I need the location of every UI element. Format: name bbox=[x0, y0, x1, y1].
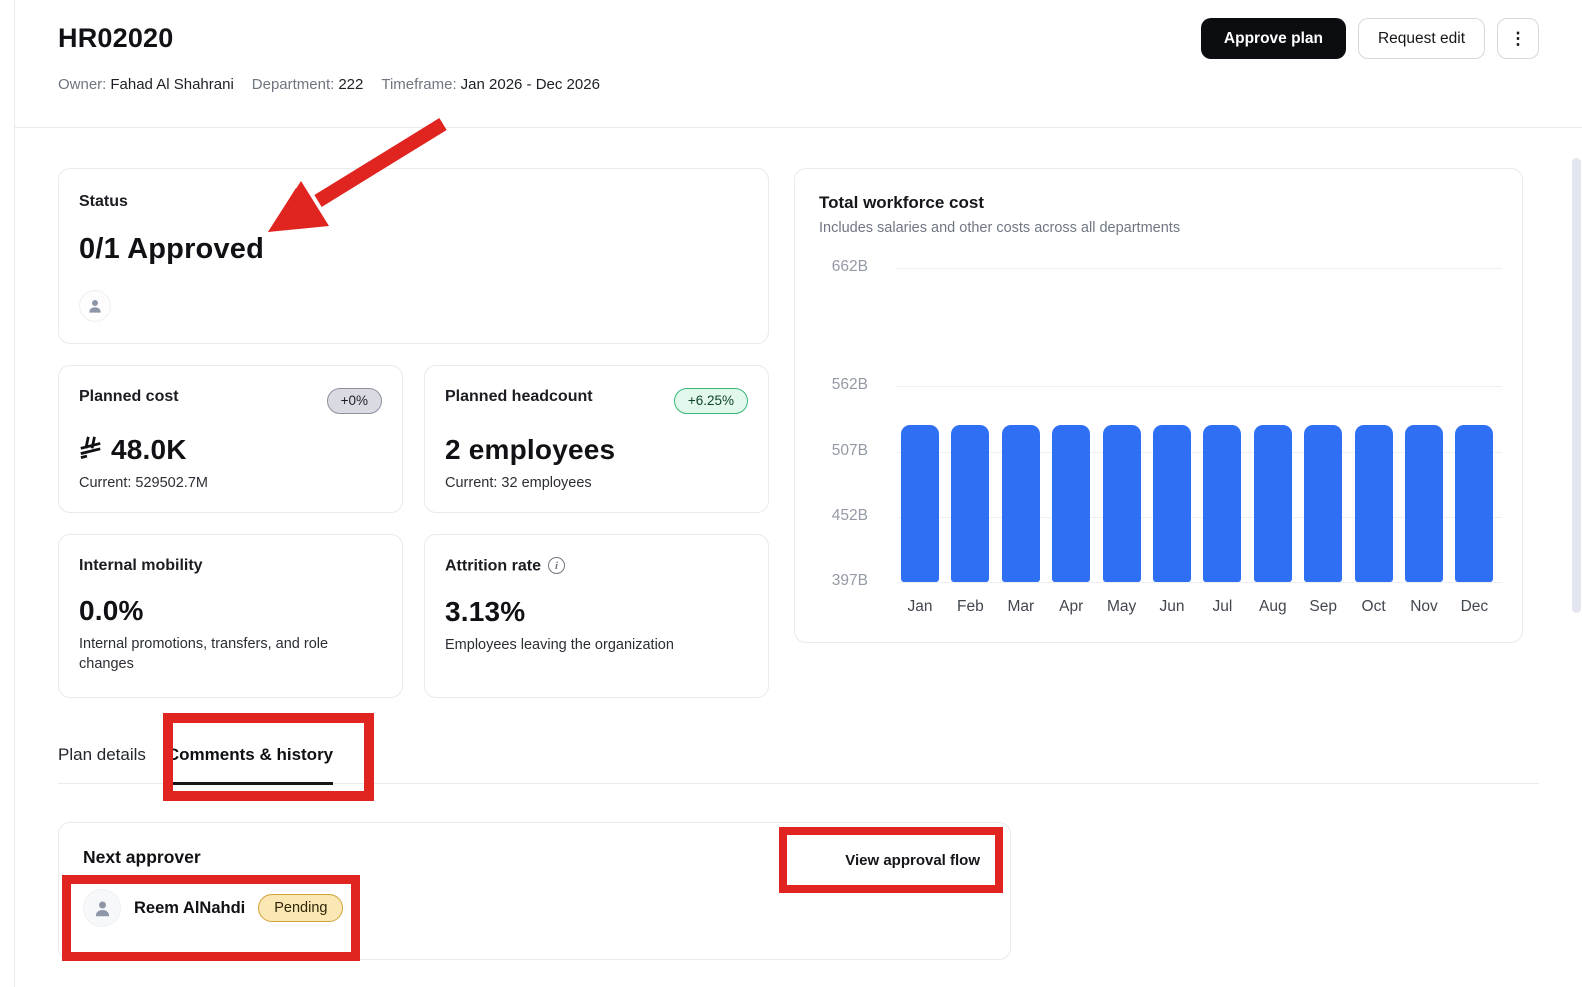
internal-mobility-card: Internal mobility 0.0% Internal promotio… bbox=[58, 534, 403, 698]
meta-owner: Owner: Fahad Al Shahrani bbox=[58, 76, 234, 93]
x-axis-tick-label: Apr bbox=[1059, 598, 1084, 615]
status-approver-avatar bbox=[79, 290, 111, 322]
chart-bar-apr[interactable] bbox=[1052, 425, 1091, 582]
kebab-menu-icon: ⋮ bbox=[1509, 28, 1527, 48]
planned-cost-value: 48.0K bbox=[79, 434, 382, 466]
chart-bar-sep[interactable] bbox=[1304, 425, 1343, 582]
chart-bar-jun[interactable] bbox=[1153, 425, 1191, 582]
internal-mobility-value: 0.0% bbox=[79, 595, 144, 626]
attrition-rate-desc: Employees leaving the organization bbox=[445, 636, 674, 653]
saudi-riyal-icon bbox=[79, 434, 102, 466]
info-icon[interactable]: i bbox=[548, 557, 565, 574]
status-value: 0/1 Approved bbox=[79, 233, 265, 265]
department-label: Department: bbox=[251, 76, 335, 93]
owner-label: Owner: bbox=[58, 76, 107, 93]
planned-headcount-badge: +6.25% bbox=[673, 388, 748, 415]
planned-cost-number: 48.0K bbox=[111, 434, 187, 466]
planned-cost-current: Current: 529502.7M bbox=[79, 475, 208, 492]
planned-cost-title: Planned cost bbox=[79, 388, 179, 405]
y-axis-tick-label: 562B bbox=[831, 376, 868, 394]
bar-chart-plot: 662B 562B 507B 452B 397B Jan Feb Mar Apr May Jun Ju… bbox=[795, 169, 1522, 642]
chart-gridline bbox=[897, 386, 1502, 388]
chart-bar-dec[interactable] bbox=[1455, 425, 1494, 582]
tab-comments-history[interactable]: Comments & history bbox=[166, 745, 334, 785]
approver-avatar bbox=[83, 889, 121, 927]
y-axis-tick-label: 452B bbox=[831, 506, 868, 524]
x-axis-tick-label: Oct bbox=[1361, 598, 1386, 615]
meta-department: Department: 222 bbox=[252, 76, 364, 93]
chart-bar-aug[interactable] bbox=[1253, 425, 1292, 582]
page-header: HR02020 Owner: Fahad Al Shahrani Departme… bbox=[15, 0, 1582, 128]
summary-column: Status 0/1 Approved Planned cost +0% bbox=[58, 168, 769, 698]
x-axis-tick-label: Jan bbox=[907, 598, 933, 615]
chart-bar-nov[interactable] bbox=[1405, 425, 1443, 582]
x-axis-tick-label: May bbox=[1106, 598, 1137, 615]
x-axis-tick-label: Jun bbox=[1159, 598, 1185, 615]
status-card-title: Status bbox=[79, 193, 128, 210]
chart-bar-mar[interactable] bbox=[1001, 425, 1040, 582]
status-card: Status 0/1 Approved bbox=[58, 168, 769, 344]
y-axis-tick-label: 662B bbox=[831, 258, 868, 275]
chart-gridline bbox=[897, 516, 1502, 518]
chart-bar-may[interactable] bbox=[1102, 425, 1141, 582]
view-approval-flow-button[interactable]: View approval flow bbox=[845, 852, 980, 869]
planned-cost-card: Planned cost +0% 48.0K bbox=[58, 365, 403, 513]
planned-headcount-title: Planned headcount bbox=[445, 388, 593, 405]
meta-timeframe: Timeframe: Jan 2026 - Dec 2026 bbox=[381, 76, 600, 93]
vertical-scrollbar-thumb[interactable] bbox=[1572, 158, 1581, 613]
chart-gridline bbox=[897, 268, 1502, 269]
y-axis-tick-label: 397B bbox=[831, 572, 868, 589]
user-icon bbox=[86, 297, 104, 315]
chart-bar-jul[interactable] bbox=[1203, 425, 1242, 582]
x-axis-tick-label: Nov bbox=[1410, 598, 1438, 615]
content: Status 0/1 Approved Planned cost +0% bbox=[15, 128, 1582, 960]
planned-cost-badge: +0% bbox=[326, 388, 382, 415]
more-options-button[interactable]: ⋮ bbox=[1497, 18, 1539, 59]
user-icon bbox=[92, 898, 113, 919]
page-title: HR02020 bbox=[58, 23, 174, 53]
planned-headcount-card: Planned headcount +6.25% 2 employees Cur… bbox=[424, 365, 769, 513]
internal-mobility-title: Internal mobility bbox=[79, 557, 203, 574]
approver-row: Reem AlNahdi Pending bbox=[83, 889, 986, 927]
attrition-rate-card: Attrition rate i 3.13% Employees leaving … bbox=[424, 534, 769, 698]
chart-gridline bbox=[897, 451, 1502, 453]
approve-plan-button[interactable]: Approve plan bbox=[1200, 18, 1346, 59]
workforce-cost-chart-card: Total workforce cost Includes salaries a… bbox=[794, 168, 1523, 643]
next-approver-title: Next approver bbox=[83, 847, 201, 867]
x-axis-tick-label: Feb bbox=[957, 598, 984, 615]
y-axis-tick-label: 507B bbox=[831, 441, 868, 459]
main-panel: HR02020 Owner: Fahad Al Shahrani Departme… bbox=[14, 0, 1582, 987]
planned-headcount-current: Current: 32 employees bbox=[445, 475, 592, 492]
chart-bar-oct[interactable] bbox=[1354, 425, 1393, 582]
department-value: 222 bbox=[338, 76, 364, 93]
attrition-rate-value: 3.13% bbox=[445, 595, 526, 627]
x-axis-tick-label: Sep bbox=[1309, 598, 1337, 615]
chart-title: Total workforce cost bbox=[819, 193, 984, 212]
tab-bar: Plan details Comments & history bbox=[58, 745, 1539, 785]
x-axis-tick-label: Mar bbox=[1007, 598, 1035, 615]
tab-plan-details[interactable]: Plan details bbox=[58, 745, 146, 764]
owner-value: Fahad Al Shahrani bbox=[110, 76, 234, 93]
chart-bar-feb[interactable] bbox=[951, 425, 990, 582]
header-actions: Approve plan Request edit ⋮ bbox=[1200, 18, 1539, 59]
next-approver-card: Next approver View approval flow Reem Al… bbox=[58, 822, 1011, 960]
chart-gridline bbox=[897, 582, 1502, 583]
request-edit-button[interactable]: Request edit bbox=[1357, 18, 1485, 59]
attrition-rate-label: Attrition rate bbox=[445, 557, 541, 575]
approver-name: Reem AlNahdi bbox=[134, 898, 246, 917]
internal-mobility-desc: Internal promotions, transfers, and role… bbox=[79, 636, 329, 673]
chart-bar-jan[interactable] bbox=[901, 425, 939, 582]
x-axis-tick-label: Aug bbox=[1259, 598, 1287, 615]
x-axis-tick-label: Jul bbox=[1212, 598, 1233, 615]
timeframe-label: Timeframe: bbox=[381, 76, 457, 93]
planned-headcount-value: 2 employees bbox=[445, 434, 616, 466]
timeframe-value: Jan 2026 - Dec 2026 bbox=[460, 76, 600, 93]
x-axis-tick-label: Dec bbox=[1460, 598, 1489, 615]
attrition-rate-title: Attrition rate i bbox=[445, 557, 748, 576]
pending-status-badge: Pending bbox=[258, 894, 344, 922]
chart-subtitle: Includes salaries and other costs across… bbox=[819, 220, 1181, 236]
plan-meta: Owner: Fahad Al Shahrani Department: 222 T… bbox=[58, 76, 1539, 93]
